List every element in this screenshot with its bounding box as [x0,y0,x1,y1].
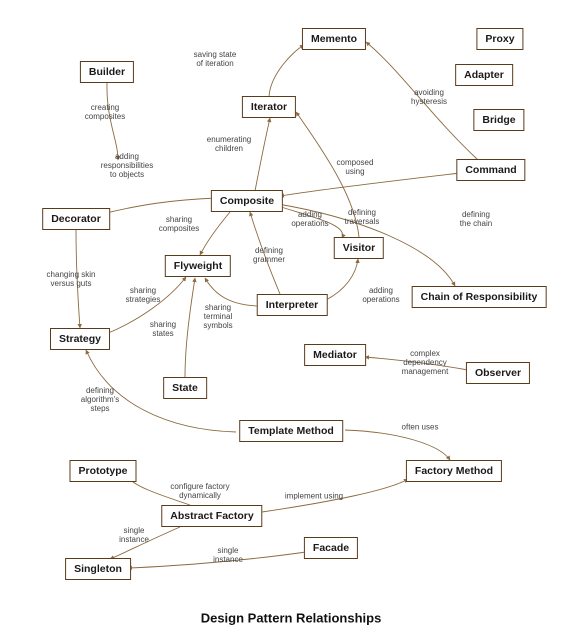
pattern-node-mediator: Mediator [304,344,366,366]
edge-interpreter-to-flyweight [205,278,258,306]
edge-template-to-factorym [345,430,450,460]
edge-label-decorator-strategy: changing skin versus guts [47,271,96,289]
pattern-node-observer: Observer [466,362,530,384]
edge-label-command-memento: avoiding hysteresis [411,89,447,107]
pattern-node-visitor: Visitor [334,237,384,259]
edge-interpreter-to-composite [250,212,280,294]
pattern-node-command: Command [456,159,525,181]
diagram-canvas: Memento Proxy Builder Adapter Iterator Bridge… [0,0,582,640]
pattern-node-interpreter: Interpreter [257,294,328,316]
edge-state-to-flyweight [185,278,195,377]
edge-label-observer-mediator: complex dependency management [402,350,449,376]
edge-label-facade-singleton: single instance [213,547,243,565]
edge-observer-to-mediator [365,357,468,370]
pattern-node-bridge: Bridge [473,109,524,131]
pattern-node-state: State [163,377,207,399]
edge-label-abstractf-prototype: configure factory dynamically [170,483,229,501]
edge-composite-to-iterator [255,118,270,191]
edge-label-abstractf-factorym: implement using [285,493,343,502]
pattern-node-prototype: Prototype [69,460,136,482]
pattern-node-builder: Builder [80,61,134,83]
pattern-node-facade: Facade [304,537,358,559]
edge-label-interpreter-flyweight: sharing terminal symbols [203,304,232,330]
edge-strategy-to-flyweight [106,277,186,334]
edge-label-abstractf-singleton: single instance [119,527,149,545]
pattern-node-strategy: Strategy [50,328,110,350]
edge-label-composite-visitor: adding operations [291,211,328,229]
edge-decorator-to-strategy [76,230,80,328]
edge-label-visitor-iterator: defining traversals [345,209,380,227]
edge-label-iterator-memento: saving state of iteration [194,51,237,69]
pattern-node-factorym: Factory Method [406,460,502,482]
edge-abstractf-to-prototype [128,476,190,505]
edge-composite-to-flyweight [200,212,230,255]
pattern-node-iterator: Iterator [242,96,296,118]
edge-label-composite-decorator: adding responsibilities to objects [101,153,153,179]
edge-label-composite-flyweight: sharing composites [159,216,199,234]
edge-composite-to-visitor [278,206,343,238]
edge-label-strategy-flyweight: sharing strategies [126,287,161,305]
pattern-node-abstractf: Abstract Factory [161,505,262,527]
edge-template-to-strategy [86,350,236,432]
pattern-node-proxy: Proxy [476,28,523,50]
edge-iterator-to-memento [269,45,304,97]
edge-label-composite-iterator: enumerating children [207,136,251,154]
edge-facade-to-singleton [128,552,306,568]
edge-label-state-flyweight: sharing states [150,321,176,339]
pattern-node-template: Template Method [239,420,343,442]
pattern-node-singleton: Singleton [65,558,131,580]
pattern-node-composite: Composite [211,190,283,212]
edge-label-interpreter-composite: defining grammer [253,247,285,265]
edge-abstractf-to-factorym [262,479,408,512]
pattern-node-chain: Chain of Responsibility [412,286,547,308]
edge-label-template-factorym: often uses [402,424,439,433]
edge-command-to-memento [366,42,478,160]
edge-label-command-composite: composed using [337,159,374,177]
edge-composite-to-decorator [106,198,216,213]
pattern-node-decorator: Decorator [42,208,110,230]
diagram-title: Design Pattern Relationships [201,611,382,626]
pattern-node-memento: Memento [302,28,366,50]
edge-command-to-composite [280,173,460,196]
pattern-node-adapter: Adapter [455,64,513,86]
edge-interpreter-to-visitor [326,259,358,300]
edge-builder-to-composite [107,82,118,160]
edge-label-interpreter-visitor: adding operations [362,287,399,305]
edge-label-template-strategy: defining algorithm's steps [81,387,119,413]
edge-abstractf-to-singleton [110,527,180,559]
edge-label-builder-composite: creating composites [85,104,125,122]
edge-visitor-to-iterator [296,112,359,237]
pattern-node-flyweight: Flyweight [165,255,231,277]
edge-label-composite-chain: defining the chain [460,211,492,229]
